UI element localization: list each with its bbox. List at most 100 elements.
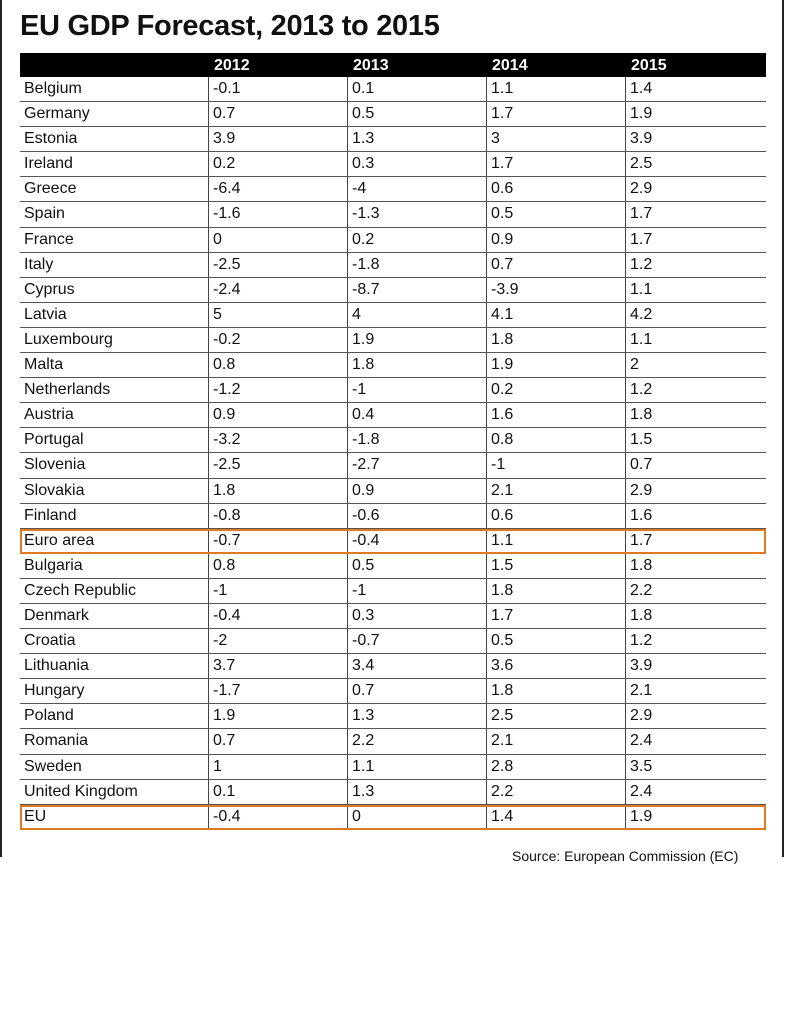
value-cell-2014: 0.8 — [486, 428, 625, 453]
value-cell-2012: 3.9 — [208, 127, 347, 152]
value-cell-2013: 0.9 — [347, 478, 486, 503]
value-cell-2014: 0.7 — [486, 252, 625, 277]
table-row: Bulgaria 0.8 0.5 1.5 1.8 — [20, 553, 766, 579]
value-cell-2012: -2.5 — [208, 453, 347, 478]
value-cell-2015: 2.9 — [625, 478, 764, 503]
value-cell-2012: -1.2 — [208, 378, 347, 403]
value-cell-2013: 1.3 — [347, 704, 486, 729]
table-row: Poland 1.9 1.3 2.5 2.9 — [20, 704, 766, 730]
value-cell-2014: 2.2 — [486, 779, 625, 804]
value-cell-2012: 1 — [208, 754, 347, 779]
value-cell-2014: -1 — [486, 453, 625, 478]
value-cell-2015: 3.9 — [625, 127, 764, 152]
value-cell-2014: 0.2 — [486, 378, 625, 403]
value-cell-2012: 1.8 — [208, 478, 347, 503]
table-row: Croatia -2 -0.7 0.5 1.2 — [20, 629, 766, 655]
value-cell-2012: -0.4 — [208, 804, 347, 829]
value-cell-2015: 1.4 — [625, 77, 764, 102]
table-row: Czech Republic -1 -1 1.8 2.2 — [20, 578, 766, 604]
value-cell-2012: 0.8 — [208, 553, 347, 578]
country-cell: Finland — [24, 506, 77, 524]
value-cell-2014: 0.6 — [486, 503, 625, 528]
country-cell: Slovenia — [24, 456, 86, 474]
value-cell-2015: 1.8 — [625, 403, 764, 428]
value-cell-2012: 0.9 — [208, 403, 347, 428]
country-cell: France — [24, 230, 74, 248]
table-row: Portugal -3.2 -1.8 0.8 1.5 — [20, 428, 766, 454]
value-cell-2012: 0.1 — [208, 779, 347, 804]
value-cell-2012: -2.5 — [208, 252, 347, 277]
value-cell-2014: 3 — [486, 127, 625, 152]
value-cell-2014: 2.1 — [486, 729, 625, 754]
value-cell-2013: 0 — [347, 804, 486, 829]
value-cell-2013: 1.3 — [347, 127, 486, 152]
country-cell: Estonia — [24, 130, 78, 148]
value-cell-2013: -0.4 — [347, 528, 486, 553]
country-cell: Slovakia — [24, 481, 85, 499]
country-cell: Romania — [24, 732, 89, 750]
country-cell: Austria — [24, 406, 74, 424]
country-cell: Croatia — [24, 632, 76, 650]
country-cell: Lithuania — [24, 657, 89, 675]
value-cell-2012: -2 — [208, 629, 347, 654]
value-cell-2014: 1.7 — [486, 603, 625, 629]
value-cell-2012: -0.7 — [208, 528, 347, 553]
value-cell-2014: 1.7 — [486, 152, 625, 177]
value-cell-2013: 0.4 — [347, 403, 486, 428]
table-row: Slovenia -2.5 -2.7 -1 0.7 — [20, 453, 766, 479]
value-cell-2014: 1.4 — [486, 804, 625, 829]
value-cell-2015: 2.5 — [625, 152, 764, 177]
value-cell-2013: -1.8 — [347, 428, 486, 453]
value-cell-2014: 1.6 — [486, 403, 625, 428]
value-cell-2013: 1.9 — [347, 327, 486, 353]
value-cell-2014: 0.9 — [486, 227, 625, 252]
value-cell-2014: -3.9 — [486, 277, 625, 302]
right-border-rule — [782, 0, 784, 857]
table-row: Germany 0.7 0.5 1.7 1.9 — [20, 102, 766, 128]
country-cell: Cyprus — [24, 280, 75, 298]
value-cell-2012: -1.7 — [208, 679, 347, 704]
value-cell-2015: 1.7 — [625, 202, 764, 227]
country-cell: Euro area — [24, 531, 95, 549]
value-cell-2014: 1.8 — [486, 578, 625, 603]
left-border-rule — [0, 0, 2, 857]
value-cell-2014: 3.6 — [486, 654, 625, 679]
country-cell: Poland — [24, 707, 74, 725]
value-cell-2012: -0.8 — [208, 503, 347, 528]
value-cell-2013: -1 — [347, 378, 486, 403]
value-cell-2013: 0.3 — [347, 603, 486, 629]
table-row: Romania 0.7 2.2 2.1 2.4 — [20, 729, 766, 755]
value-cell-2012: -3.2 — [208, 428, 347, 453]
table-row: Greece -6.4 -4 0.6 2.9 — [20, 177, 766, 203]
value-cell-2013: 4 — [347, 302, 486, 327]
value-cell-2012: -0.4 — [208, 603, 347, 629]
header-cell-2013: 2013 — [353, 57, 389, 74]
table-row: Slovakia 1.8 0.9 2.1 2.9 — [20, 478, 766, 504]
value-cell-2014: 2.5 — [486, 704, 625, 729]
value-cell-2013: 1.8 — [347, 353, 486, 378]
value-cell-2014: 1.8 — [486, 327, 625, 353]
country-cell: Bulgaria — [24, 556, 83, 574]
value-cell-2015: 2.9 — [625, 177, 764, 202]
value-cell-2015: 0.7 — [625, 453, 764, 478]
table-row: Austria 0.9 0.4 1.6 1.8 — [20, 403, 766, 429]
table-row: Cyprus -2.4 -8.7 -3.9 1.1 — [20, 277, 766, 303]
value-cell-2014: 0.6 — [486, 177, 625, 202]
value-cell-2015: 3.9 — [625, 654, 764, 679]
value-cell-2014: 4.1 — [486, 302, 625, 327]
value-cell-2013: 3.4 — [347, 654, 486, 679]
header-cell-2012: 2012 — [214, 57, 250, 74]
value-cell-2013: 0.2 — [347, 227, 486, 252]
country-cell: EU — [24, 807, 47, 825]
value-cell-2013: -2.7 — [347, 453, 486, 478]
table-row: Denmark -0.4 0.3 1.7 1.8 — [20, 603, 766, 630]
table-row: Estonia 3.9 1.3 3 3.9 — [20, 127, 766, 153]
value-cell-2015: 1.1 — [625, 277, 764, 302]
value-cell-2015: 2.4 — [625, 779, 764, 804]
value-cell-2014: 1.1 — [486, 77, 625, 102]
value-cell-2014: 0.5 — [486, 202, 625, 227]
value-cell-2015: 1.8 — [625, 553, 764, 578]
value-cell-2015: 2.4 — [625, 729, 764, 754]
table-header-row: 2012 2013 2014 2015 — [20, 53, 766, 77]
value-cell-2015: 1.2 — [625, 378, 764, 403]
